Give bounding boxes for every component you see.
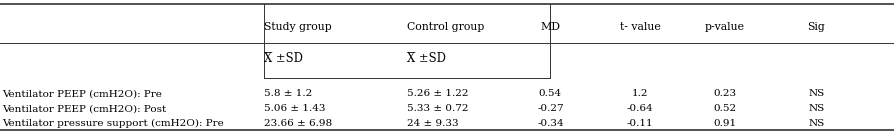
Text: Control group: Control group <box>407 22 484 32</box>
Text: -0.11: -0.11 <box>626 119 653 128</box>
Text: 0.23: 0.23 <box>713 89 736 98</box>
Text: Sig: Sig <box>806 22 824 32</box>
Text: 5.33 ± 0.72: 5.33 ± 0.72 <box>407 104 468 113</box>
Text: p-value: p-value <box>704 22 744 32</box>
Text: -0.34: -0.34 <box>536 119 563 128</box>
Text: NS: NS <box>807 104 823 113</box>
Text: Ventilator pressure support (cmH2O): Post: Ventilator pressure support (cmH2O): Pos… <box>2 133 228 134</box>
Text: 12.33 ± 6.79: 12.33 ± 6.79 <box>264 133 332 134</box>
Text: NS: NS <box>807 89 823 98</box>
Text: Ventilator PEEP (cmH2O): Post: Ventilator PEEP (cmH2O): Post <box>2 104 166 113</box>
Text: 24 ± 9.33: 24 ± 9.33 <box>407 119 459 128</box>
Text: 22.2 ± 6.36: 22.2 ± 6.36 <box>407 133 468 134</box>
Text: X̅ ±SD: X̅ ±SD <box>407 52 445 66</box>
Text: S: S <box>812 133 819 134</box>
Text: 0.0001: 0.0001 <box>706 133 742 134</box>
Text: NS: NS <box>807 119 823 128</box>
Text: 0.52: 0.52 <box>713 104 736 113</box>
Text: 1.2: 1.2 <box>631 89 647 98</box>
Text: -0.27: -0.27 <box>536 104 563 113</box>
Text: 0.91: 0.91 <box>713 119 736 128</box>
Text: Ventilator PEEP (cmH2O): Pre: Ventilator PEEP (cmH2O): Pre <box>2 89 162 98</box>
Text: -9.87: -9.87 <box>536 133 563 134</box>
Text: MD: MD <box>540 22 560 32</box>
Text: -4.1: -4.1 <box>629 133 649 134</box>
Text: Ventilator pressure support (cmH2O): Pre: Ventilator pressure support (cmH2O): Pre <box>2 119 224 128</box>
Text: -0.64: -0.64 <box>626 104 653 113</box>
Text: 5.26 ± 1.22: 5.26 ± 1.22 <box>407 89 468 98</box>
Text: 5.8 ± 1.2: 5.8 ± 1.2 <box>264 89 312 98</box>
Text: t- value: t- value <box>619 22 660 32</box>
Text: 5.06 ± 1.43: 5.06 ± 1.43 <box>264 104 325 113</box>
Text: 0.54: 0.54 <box>538 89 561 98</box>
Text: Study group: Study group <box>264 22 332 32</box>
Text: X̅ ±SD: X̅ ±SD <box>264 52 302 66</box>
Text: 23.66 ± 6.98: 23.66 ± 6.98 <box>264 119 332 128</box>
